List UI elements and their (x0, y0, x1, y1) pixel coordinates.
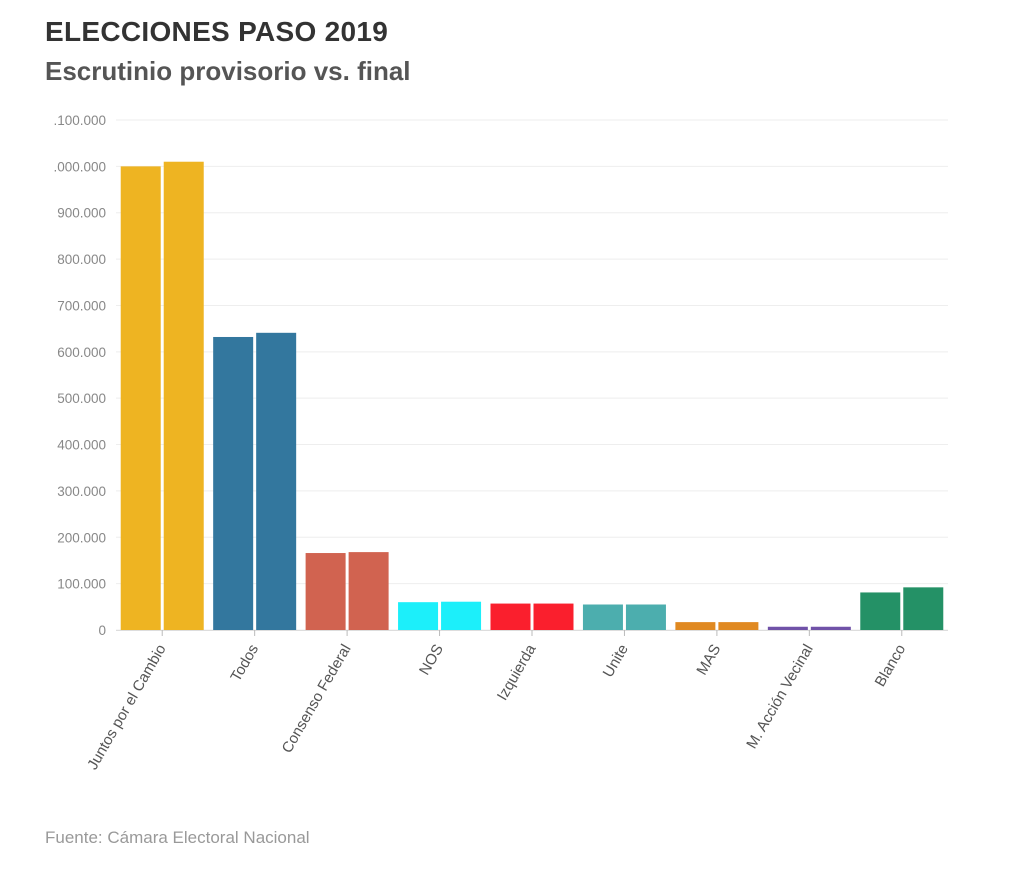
bar-provisorio (490, 603, 531, 630)
y-tick-label: .000.000 (53, 159, 106, 174)
x-axis: Juntos por el Cambio Todos Consenso Federa… (84, 630, 948, 773)
x-tick-label: Unite (600, 642, 632, 681)
bar-provisorio (398, 602, 439, 630)
y-tick-label: 900.000 (57, 206, 106, 221)
x-tick-label: Blanco (872, 642, 910, 690)
bar-provisorio (120, 166, 161, 630)
bar-final (810, 626, 851, 630)
x-tick-label: Juntos por el Cambio (84, 642, 170, 773)
y-tick-label: 100.000 (57, 577, 106, 592)
x-tick-label: Izquierda (494, 641, 540, 704)
y-tick-label: 200.000 (57, 530, 106, 545)
bar-final (256, 332, 297, 630)
y-tick-label: 400.000 (57, 438, 106, 453)
bar-final (441, 601, 482, 630)
bar-provisorio (213, 336, 254, 630)
chart-subtitle: Escrutinio provisorio vs. final (45, 56, 411, 86)
y-tick-label: 500.000 (57, 391, 106, 406)
x-tick-label: M. Acción Vecinal (743, 642, 817, 752)
bar-provisorio (767, 626, 808, 630)
bar-final (533, 603, 574, 630)
x-tick-label: Consenso Federal (279, 642, 355, 757)
chart-title: ELECCIONES PASO 2019 (45, 16, 389, 47)
x-tick-label: NOS (416, 642, 447, 679)
y-tick-label: 700.000 (57, 298, 106, 313)
bar-provisorio (305, 553, 346, 630)
source-note: Fuente: Cámara Electoral Nacional (45, 828, 310, 847)
bar-provisorio (582, 604, 623, 630)
bar-provisorio (860, 592, 901, 630)
y-tick-label: .100.000 (53, 113, 106, 128)
y-tick-label: 300.000 (57, 484, 106, 499)
x-tick-label: MAS (693, 642, 724, 679)
y-tick-label: 0 (98, 623, 106, 638)
bar-final (718, 622, 759, 630)
bar-final (348, 552, 389, 630)
bars (120, 161, 944, 630)
x-tick-label: Todos (227, 642, 262, 685)
bar-provisorio (675, 622, 716, 630)
y-tick-label: 600.000 (57, 345, 106, 360)
y-tick-label: 800.000 (57, 252, 106, 267)
bar-final (625, 604, 666, 630)
gridlines (116, 119, 948, 631)
bar-final (903, 587, 944, 630)
bar-final (163, 161, 204, 630)
y-axis: 0 100.000 200.000 300.000 400.000 500.000 600.… (53, 113, 106, 638)
